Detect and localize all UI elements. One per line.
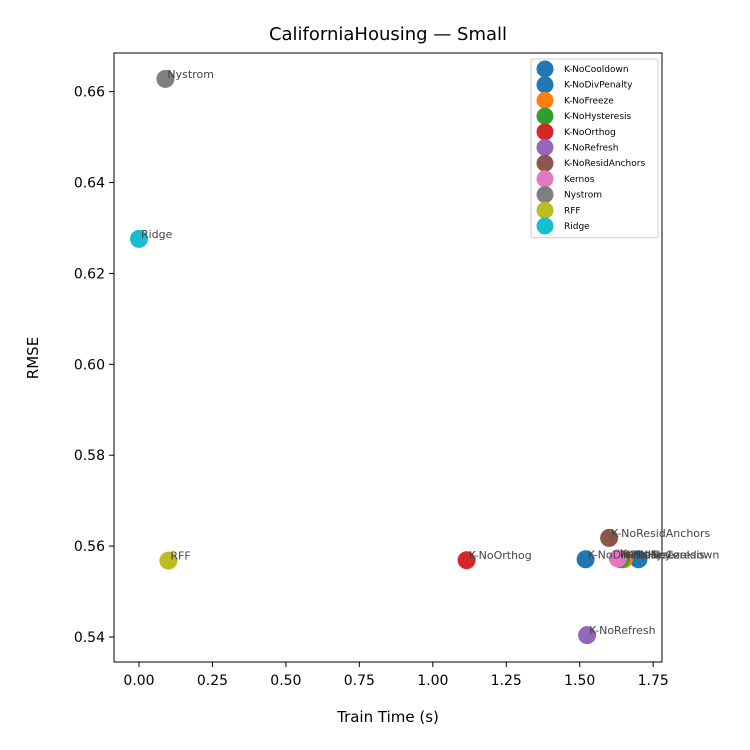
data-points — [129, 69, 648, 645]
legend-label: Nystrom — [564, 191, 602, 201]
point-k-norefresh — [578, 626, 597, 645]
legend-marker — [536, 107, 554, 125]
point-annotations: K-NoCooldownK-NoDivPenaltyK-NoFreezeK-No… — [141, 68, 719, 637]
point-k-noorthog — [457, 551, 476, 570]
legend-label: K-NoHysteresis — [564, 112, 632, 122]
annotation-k-norefresh: K-NoRefresh — [589, 624, 656, 637]
y-tick-label: 0.60 — [74, 357, 105, 373]
point-ridge — [129, 229, 148, 248]
legend-label: K-NoFreeze — [564, 96, 614, 106]
y-tick-label: 0.66 — [74, 85, 105, 101]
legend-label: K-NoDivPenalty — [564, 81, 633, 91]
point-nystrom — [156, 69, 175, 88]
point-k-noresidanchors — [600, 528, 619, 547]
plot-area — [113, 52, 663, 663]
x-axis-label: Train Time (s) — [336, 708, 439, 726]
point-k-nodivpenalty — [576, 550, 595, 569]
y-axis: 0.54 0.56 0.58 0.60 0.62 0.64 0.66 — [74, 85, 114, 646]
annotation-ridge: Ridge — [141, 228, 173, 241]
y-tick-label: 0.58 — [74, 448, 105, 464]
legend-label: Kernos — [564, 175, 595, 185]
annotation-k-nohysteresis: K-NoHysteresis — [623, 548, 705, 561]
legend-marker — [536, 170, 554, 188]
legend-marker — [536, 154, 554, 172]
y-tick-label: 0.62 — [74, 266, 105, 282]
legend-marker — [536, 123, 554, 141]
legend: K-NoCooldown K-NoDivPenalty K-NoFreeze K-No… — [530, 58, 659, 239]
annotation-kernos: Kernos — [620, 547, 657, 560]
annotation-k-nocooldown: K-NoCooldown — [640, 548, 719, 561]
legend-marker — [536, 76, 554, 94]
annotation-k-noorthog: K-NoOrthog — [469, 549, 532, 562]
legend-label: Ridge — [564, 222, 590, 232]
x-tick-label: 0.25 — [197, 673, 228, 689]
x-tick-label: 0.00 — [123, 673, 154, 689]
point-kernos — [608, 549, 627, 568]
y-tick-label: 0.54 — [74, 630, 105, 646]
y-axis-label: RMSE — [24, 337, 42, 379]
y-tick-label: 0.64 — [74, 176, 105, 192]
x-axis: 0.00 0.25 0.50 0.75 1.00 1.25 1.50 1.75 — [123, 662, 669, 689]
legend-marker — [536, 91, 554, 109]
annotation-nystrom: Nystrom — [167, 68, 214, 81]
annotation-k-nodivpenalty: K-NoDivPenalty — [588, 548, 672, 561]
legend-label: K-NoOrthog — [564, 128, 616, 138]
point-rff — [159, 551, 178, 570]
point-k-nocooldown — [629, 550, 648, 569]
x-tick-label: 1.25 — [491, 673, 522, 689]
annotation-rff: RFF — [170, 550, 190, 563]
x-tick-label: 0.50 — [270, 673, 301, 689]
legend-marker — [536, 217, 554, 235]
legend-marker — [536, 201, 554, 219]
annotation-k-noresidanchors: K-NoResidAnchors — [611, 527, 710, 540]
x-tick-label: 1.50 — [564, 673, 595, 689]
x-tick-label: 1.75 — [638, 673, 669, 689]
legend-label: K-NoRefresh — [564, 144, 618, 154]
x-tick-label: 1.00 — [417, 673, 448, 689]
legend-label: RFF — [564, 206, 581, 216]
x-tick-label: 0.75 — [344, 673, 375, 689]
legend-label: K-NoCooldown — [564, 65, 629, 75]
legend-marker — [536, 139, 554, 156]
legend-frame — [530, 58, 659, 239]
legend-marker — [536, 60, 554, 78]
annotation-k-nofreeze: K-NoFreeze — [626, 548, 687, 561]
legend-marker — [536, 186, 554, 204]
legend-label: K-NoResidAnchors — [564, 159, 645, 169]
y-tick-label: 0.56 — [74, 539, 105, 555]
chart-title: CaliforniaHousing — Small — [269, 24, 507, 45]
